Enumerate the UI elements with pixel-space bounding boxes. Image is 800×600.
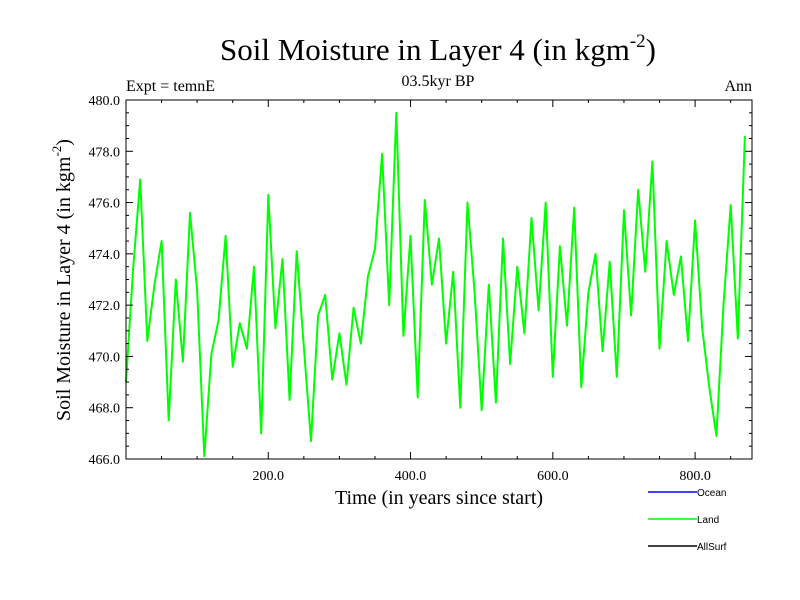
y-axis-label-main: Soil Moisture in Layer 4 (in kgm xyxy=(53,156,75,421)
legend-label-ocean: Ocean xyxy=(697,488,726,499)
chart-title-close: ) xyxy=(646,32,656,67)
x-tick-label: 600.0 xyxy=(537,469,569,484)
y-axis-label: Soil Moisture in Layer 4 (in kgm-2) xyxy=(49,139,75,421)
chart-title: Soil Moisture in Layer 4 (in kgm-2) xyxy=(220,31,656,67)
y-tick-label: 468.0 xyxy=(89,402,121,417)
series-layer xyxy=(125,111,746,458)
y-tick-label: 474.0 xyxy=(89,248,121,263)
y-axis-label-superscript: -2 xyxy=(49,146,64,157)
legend: Ocean Land AllSurf xyxy=(648,488,727,553)
y-tick-label: 476.0 xyxy=(89,197,121,212)
y-tick-label: 466.0 xyxy=(89,453,121,468)
y-axis-label-close: ) xyxy=(53,139,75,146)
legend-label-land: Land xyxy=(697,515,719,526)
season-label: Ann xyxy=(724,78,752,95)
x-tick-label: 200.0 xyxy=(253,469,285,484)
legend-label-allsurf: AllSurf xyxy=(697,542,727,553)
chart-title-superscript: -2 xyxy=(630,31,646,52)
y-tick-label: 472.0 xyxy=(89,299,121,314)
y-tick-label: 480.0 xyxy=(89,94,121,109)
chart-subtitle: 03.5kyr BP xyxy=(402,73,475,90)
x-tick-label: 800.0 xyxy=(679,469,711,484)
x-tick-label: 400.0 xyxy=(395,469,427,484)
chart-title-main: Soil Moisture in Layer 4 (in kgm xyxy=(220,32,630,67)
axis-layer: 466.0 468.0 470.0 472.0 474.0 476.0 478.0 480.0… xyxy=(89,94,752,484)
y-tick-label: 470.0 xyxy=(89,350,121,365)
plot-frame xyxy=(125,99,753,460)
series-line-land xyxy=(125,111,746,458)
x-axis-label: Time (in years since start) xyxy=(335,487,543,509)
y-tick-label: 478.0 xyxy=(89,145,121,160)
experiment-label: Expt = temnE xyxy=(126,78,215,95)
